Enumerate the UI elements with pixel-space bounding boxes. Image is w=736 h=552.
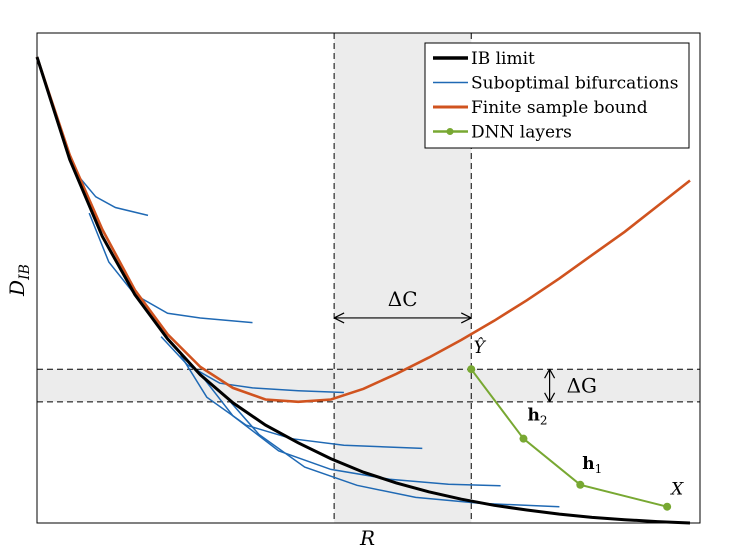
dnn-layer-point-1	[519, 434, 528, 443]
dnn-layer-point-0	[467, 365, 476, 374]
annotation-layer: ΔC ΔG	[333, 287, 597, 403]
legend-label-2: Finite sample bound	[471, 98, 648, 118]
suboptimal-bifurcation-line-4	[199, 373, 501, 487]
legend-label-0: IB limit	[471, 49, 535, 69]
legend-marker-3	[446, 128, 454, 135]
ib-limit-line	[35, 56, 691, 525]
plot-frame	[36, 32, 701, 524]
delta-g-arrowhead-bottom	[544, 392, 556, 403]
x-axis-label: R	[359, 526, 375, 550]
dnn-layer-label-0: Ŷ	[474, 337, 487, 358]
delta-c-label: ΔC	[388, 287, 418, 311]
dnn-layer-point-2	[576, 480, 585, 489]
dnn-layer-label-1: h2	[527, 406, 547, 428]
delta-g-label: ΔG	[567, 374, 597, 398]
delta-c-arrowhead-left	[333, 312, 345, 324]
dnn-layers-line	[470, 368, 668, 508]
y-axis-label: DIB	[5, 264, 33, 297]
finite-sample-bound-line	[35, 56, 691, 404]
legend: IB limit Suboptimal bifurcations Finite sa…	[424, 42, 690, 149]
series-layer: Ŷh2 h1 X	[35, 56, 691, 525]
dnn-layer-label-3: X	[669, 480, 684, 500]
suboptimal-bifurcation-line-1	[88, 212, 253, 324]
legend-label-3: DNN layers	[471, 123, 572, 143]
delta-g-arrowhead-top	[544, 368, 556, 379]
delta-c-arrowhead-right	[460, 312, 472, 324]
legend-box	[424, 42, 690, 149]
dnn-layer-label-2: h1	[582, 454, 602, 476]
dnn-layer-point-3	[663, 502, 672, 511]
legend-label-1: Suboptimal bifurcations	[471, 74, 678, 94]
suboptimal-bifurcation-line-3	[180, 354, 423, 450]
